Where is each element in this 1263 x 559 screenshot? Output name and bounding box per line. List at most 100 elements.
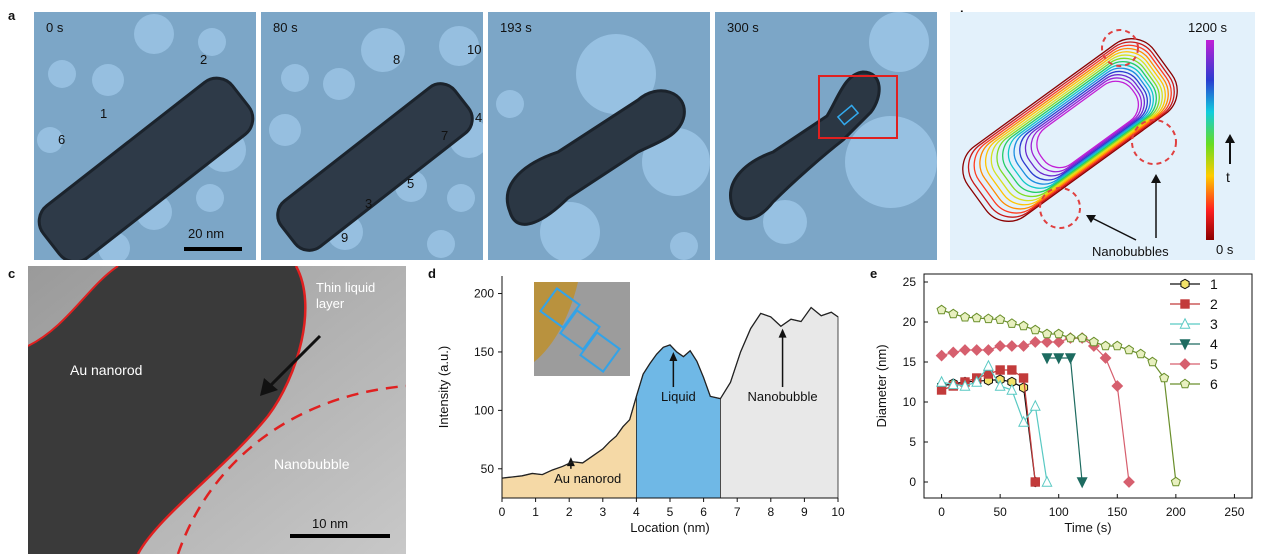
particle-label-4: 4	[475, 110, 482, 125]
data-point-series-6	[1147, 356, 1158, 367]
series-1	[937, 374, 1040, 488]
colorbar-bottom-label: 0 s	[1216, 242, 1234, 257]
y-axis-label: Diameter (nm)	[874, 344, 889, 427]
y-tick-label: 5	[909, 435, 916, 449]
data-point-series-6	[959, 311, 971, 322]
x-tick-label: 8	[767, 505, 774, 519]
series-line-1	[941, 378, 1036, 483]
data-point-series-6	[995, 314, 1006, 324]
particle-label-7: 7	[441, 128, 448, 143]
x-axis-label: Time (s)	[1064, 520, 1111, 535]
data-point-series-5	[1123, 476, 1135, 488]
y-tick-label: 20	[903, 315, 917, 329]
nanobubble-marker	[1039, 187, 1081, 229]
data-point-series-3	[971, 375, 983, 387]
data-point-series-3	[1018, 415, 1030, 427]
data-point-series-5	[1052, 336, 1065, 348]
x-axis-label: Location (nm)	[630, 520, 709, 535]
data-point-series-6	[983, 313, 994, 324]
particle-label-3: 3	[365, 196, 372, 211]
data-point-series-5	[982, 344, 995, 356]
profile-box-blue	[836, 104, 860, 126]
panel-letter-e: e	[870, 266, 878, 281]
panel-letter-c: c	[8, 266, 16, 281]
data-point-series-3	[1006, 383, 1018, 395]
legend: 1 2 3 4 5 6	[1170, 276, 1218, 392]
particle-label-6: 6	[58, 132, 65, 147]
particle-label-5: 5	[407, 176, 414, 191]
contour-line	[962, 38, 1178, 222]
data-point-series-5	[959, 344, 971, 356]
x-tick-label: 200	[1166, 505, 1186, 519]
data-point-series-6	[1123, 344, 1135, 355]
x-tick-label: 50	[993, 505, 1007, 519]
region-liquid	[636, 344, 721, 499]
region-label: Liquid	[661, 389, 696, 404]
region-arrowhead	[778, 328, 787, 338]
data-point-series-2	[1007, 365, 1017, 375]
data-point-series-5	[1017, 340, 1030, 352]
y-axis-label: Intensity (a.u.)	[436, 346, 451, 428]
data-point-series-2	[995, 365, 1005, 375]
x-tick-label: 250	[1224, 505, 1244, 519]
series-line-3	[941, 364, 1048, 483]
data-point-series-6	[1018, 320, 1029, 331]
contour-line	[984, 51, 1166, 206]
data-point-series-6	[1065, 332, 1076, 343]
particle-label-9: 9	[341, 230, 348, 245]
data-point-series-5	[1111, 380, 1124, 392]
series-line-4	[1047, 357, 1083, 483]
data-point-series-2	[1030, 477, 1040, 487]
y-tick-label: 100	[474, 403, 494, 417]
x-tick-label: 4	[633, 505, 640, 519]
data-point-series-5	[1005, 340, 1018, 352]
particle-label-2: 2	[200, 52, 207, 67]
contour-line	[1002, 60, 1157, 194]
nanobubble-marker	[1131, 119, 1177, 165]
contour-line	[973, 44, 1172, 214]
time-colorbar	[1206, 40, 1214, 240]
region-label: Au nanorod	[554, 471, 621, 486]
thin-liquid-layer-label: Thin liquid layer	[316, 280, 376, 311]
data-point-series-6	[1159, 372, 1170, 383]
data-point-series-6	[971, 312, 982, 323]
legend-label-5: 5	[1210, 356, 1218, 372]
data-point-series-3	[994, 379, 1006, 391]
intensity-line	[501, 306, 839, 479]
tem-frame-300: 300 s	[715, 12, 937, 260]
region-arrowhead	[669, 351, 678, 361]
plot-frame	[923, 273, 1253, 499]
data-point-series-6	[936, 304, 947, 315]
panel-letter-a: a	[8, 8, 16, 23]
contour-lines	[962, 38, 1178, 222]
x-tick-label: 5	[667, 505, 674, 519]
contour-line	[990, 54, 1163, 202]
data-point-series-2	[936, 385, 947, 395]
contour-line	[996, 57, 1160, 198]
data-point-series-6	[1006, 318, 1017, 328]
data-point-series-6	[1041, 328, 1053, 339]
data-point-series-6	[1053, 328, 1064, 339]
tem-frame-80: 8 10 4 7 3 5 9 80 s	[261, 12, 483, 260]
x-tick-label: 1	[532, 505, 539, 519]
bubble-pointer-2-head	[1151, 174, 1161, 183]
legend-label-2: 2	[1210, 296, 1218, 312]
data-point-series-3	[982, 359, 994, 371]
contour-line	[1036, 80, 1140, 169]
y-tick-label: 15	[903, 355, 917, 369]
x-tick-label: 150	[1107, 505, 1127, 519]
y-tick-label: 25	[903, 275, 917, 289]
data-point-series-2	[1018, 373, 1029, 383]
legend-label-6: 6	[1210, 376, 1218, 392]
liquid-layer-arrowhead	[260, 378, 278, 396]
colorbar-top-label: 1200 s	[1188, 20, 1228, 35]
data-point-series-6	[1100, 340, 1111, 351]
x-tick-label: 9	[801, 505, 808, 519]
y-tick-label: 10	[903, 395, 917, 409]
contour-line	[1030, 77, 1143, 173]
series-4	[1041, 353, 1088, 489]
data-point-series-6	[1077, 332, 1088, 343]
diameter-series	[935, 304, 1181, 489]
frame-time-300: 300 s	[727, 20, 759, 35]
data-point-series-1	[1019, 382, 1029, 393]
